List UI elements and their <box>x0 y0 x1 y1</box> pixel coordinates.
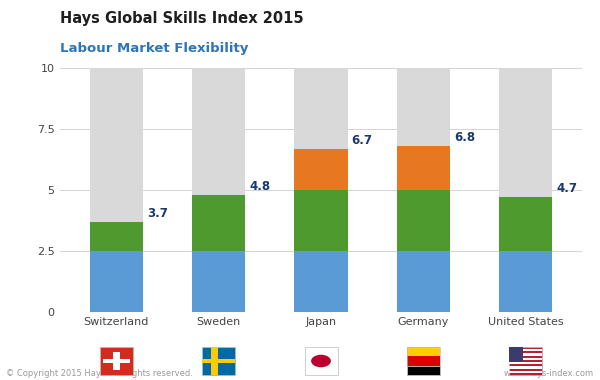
Bar <box>397 190 450 251</box>
Bar <box>295 68 347 149</box>
Bar <box>499 68 553 197</box>
Bar <box>295 251 347 312</box>
Text: Labour Market Flexibility: Labour Market Flexibility <box>60 42 248 55</box>
Text: www.Hays-index.com: www.Hays-index.com <box>504 369 594 378</box>
Bar <box>192 251 245 312</box>
Bar <box>89 251 143 312</box>
Bar <box>192 68 245 195</box>
Text: 4.7: 4.7 <box>556 182 577 195</box>
Bar <box>397 68 450 146</box>
Bar <box>192 195 245 251</box>
Bar <box>397 251 450 312</box>
Text: 3.7: 3.7 <box>147 207 168 220</box>
Text: 4.8: 4.8 <box>250 180 271 193</box>
Bar <box>89 68 143 222</box>
Bar <box>89 222 143 251</box>
Text: Hays Global Skills Index 2015: Hays Global Skills Index 2015 <box>60 11 304 26</box>
Bar <box>295 190 347 251</box>
Text: 6.7: 6.7 <box>352 134 373 147</box>
Bar <box>499 197 553 251</box>
Bar <box>295 149 347 190</box>
Text: © Copyright 2015 Hays. All Rights reserved.: © Copyright 2015 Hays. All Rights reserv… <box>6 369 193 378</box>
Text: 6.8: 6.8 <box>454 131 475 144</box>
Bar <box>499 251 553 312</box>
Bar <box>397 146 450 190</box>
